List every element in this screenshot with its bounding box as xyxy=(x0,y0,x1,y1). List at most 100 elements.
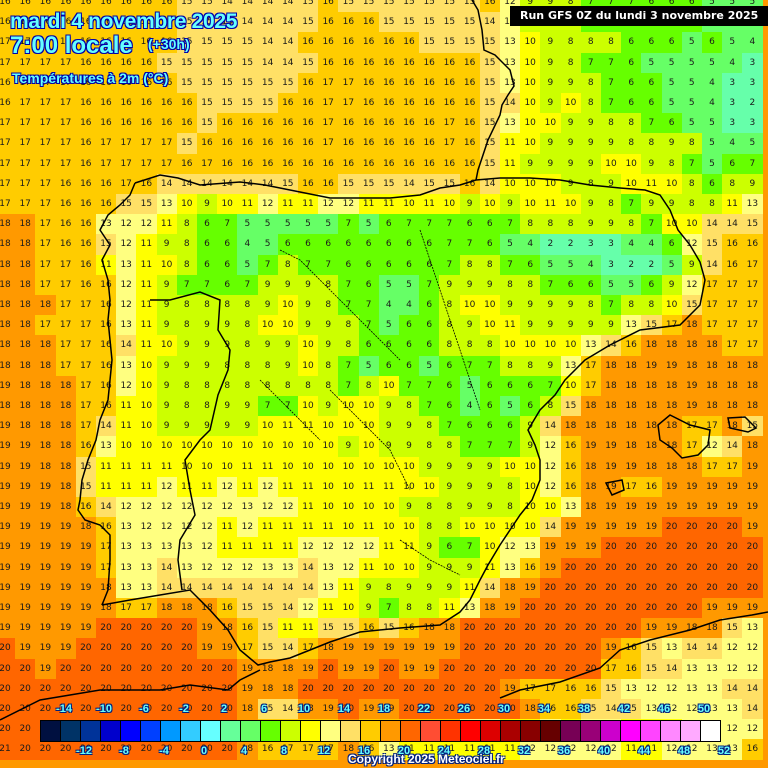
temperature-cell xyxy=(338,32,359,53)
temperature-value: 16 xyxy=(0,0,11,7)
temperature-cell xyxy=(580,52,601,73)
temperature-value: 5 xyxy=(729,0,736,7)
temperature-cell xyxy=(419,12,440,33)
temperature-cell xyxy=(580,93,601,114)
temperature-cell xyxy=(156,72,177,93)
temperature-value: 15 xyxy=(484,57,496,68)
temperature-value: 16 xyxy=(322,0,334,7)
temperature-cell xyxy=(176,12,197,33)
temperature-value: 6 xyxy=(648,77,655,88)
temperature-cell xyxy=(661,32,682,53)
temperature-value: 13 xyxy=(504,77,516,88)
temperature-value: 16 xyxy=(342,17,355,28)
temperature-value: 16 xyxy=(322,57,334,68)
temperature-value: 17 xyxy=(39,37,52,48)
legend-swatch xyxy=(341,721,361,741)
temperature-cell xyxy=(197,72,218,93)
temperature-value: 16 xyxy=(0,98,11,108)
temperature-value: 3 xyxy=(749,77,756,88)
temperature-value: 15 xyxy=(181,57,193,68)
temperature-cell xyxy=(358,32,379,53)
temperature-cell xyxy=(0,52,16,73)
legend-swatch xyxy=(61,721,81,741)
temperature-value: 16 xyxy=(160,17,173,28)
temperature-value: 15 xyxy=(443,17,456,28)
temperature-value: 17 xyxy=(342,98,355,108)
temperature-cell xyxy=(176,0,197,13)
temperature-cell xyxy=(277,12,298,33)
temperature-value: 17 xyxy=(19,77,31,88)
temperature-value: 6 xyxy=(628,77,635,88)
temperature-cell xyxy=(560,93,581,114)
temperature-cell xyxy=(560,32,581,53)
temperature-cell xyxy=(318,113,339,134)
temperature-cell xyxy=(378,93,399,114)
temperature-cell xyxy=(641,72,662,93)
temperature-value: 16 xyxy=(302,98,314,108)
temperature-value: 7 xyxy=(608,98,614,108)
temperature-value: 17 xyxy=(39,118,52,129)
temperature-cell xyxy=(257,0,278,13)
temperature-value: 16 xyxy=(140,57,153,68)
temperature-cell xyxy=(156,52,177,73)
temperature-cell xyxy=(500,52,521,73)
temperature-value: 3 xyxy=(729,77,736,88)
legend-swatch xyxy=(541,721,561,741)
temperature-value: 16 xyxy=(140,37,153,48)
temperature-value: 16 xyxy=(423,118,435,129)
legend-swatch xyxy=(281,721,301,741)
temperature-value: 5 xyxy=(668,98,675,108)
temperature-value: 17 xyxy=(39,57,52,68)
temperature-value: 17 xyxy=(322,118,334,129)
temperature-value: 7 xyxy=(587,0,594,7)
temperature-value: 3 xyxy=(749,57,756,68)
temperature-cell xyxy=(0,113,16,134)
temperature-value: 15 xyxy=(302,57,314,68)
temperature-value: 14 xyxy=(261,0,274,7)
temperature-value: 15 xyxy=(261,77,274,88)
temperature-value: 17 xyxy=(0,118,11,129)
temperature-cell xyxy=(601,72,622,93)
temperature-value: 14 xyxy=(241,17,254,28)
temperature-value: 9 xyxy=(547,0,554,7)
temperature-value: 6 xyxy=(648,0,655,7)
temperature-value: 6 xyxy=(668,0,675,7)
temperature-value: 6 xyxy=(688,0,695,7)
temperature-cell xyxy=(116,0,137,13)
temperature-cell xyxy=(621,32,642,53)
temperature-value: 16 xyxy=(39,0,52,7)
temperature-value: 5 xyxy=(688,98,695,108)
temperature-value: 16 xyxy=(362,57,375,68)
temperature-value: 15 xyxy=(201,77,213,88)
temperature-cell xyxy=(358,12,379,33)
temperature-value: 5 xyxy=(709,57,715,68)
temperature-value: 14 xyxy=(261,57,274,68)
temperature-value: 16 xyxy=(403,98,415,108)
temperature-cell xyxy=(500,32,521,53)
legend-label-bottom: -4 xyxy=(159,745,169,757)
legend-swatch xyxy=(641,721,661,741)
temperature-value: 5 xyxy=(668,57,675,68)
temperature-value: 16 xyxy=(140,0,153,7)
temperature-value: 8 xyxy=(567,0,574,7)
temperature-value: 9 xyxy=(547,77,554,88)
temperature-value: 16 xyxy=(383,77,395,88)
legend-swatch xyxy=(241,721,261,741)
temperature-value: 15 xyxy=(181,77,193,88)
temperature-cell xyxy=(479,52,500,73)
temperature-value: 15 xyxy=(484,37,496,48)
legend-label-bottom: -12 xyxy=(76,745,92,757)
temperature-value: 5 xyxy=(688,77,695,88)
temperature-value: 17 xyxy=(59,118,72,129)
temperature-cell xyxy=(237,0,258,13)
temperature-cell xyxy=(520,93,541,114)
temperature-cell xyxy=(237,12,258,33)
temperature-cell xyxy=(55,32,76,53)
temperature-cell xyxy=(419,93,440,114)
temperature-value: 10 xyxy=(524,37,536,48)
temperature-cell xyxy=(75,0,96,13)
temperature-value: 15 xyxy=(241,37,254,48)
temperature-cell xyxy=(338,113,359,134)
temperature-value: 15 xyxy=(181,17,193,28)
